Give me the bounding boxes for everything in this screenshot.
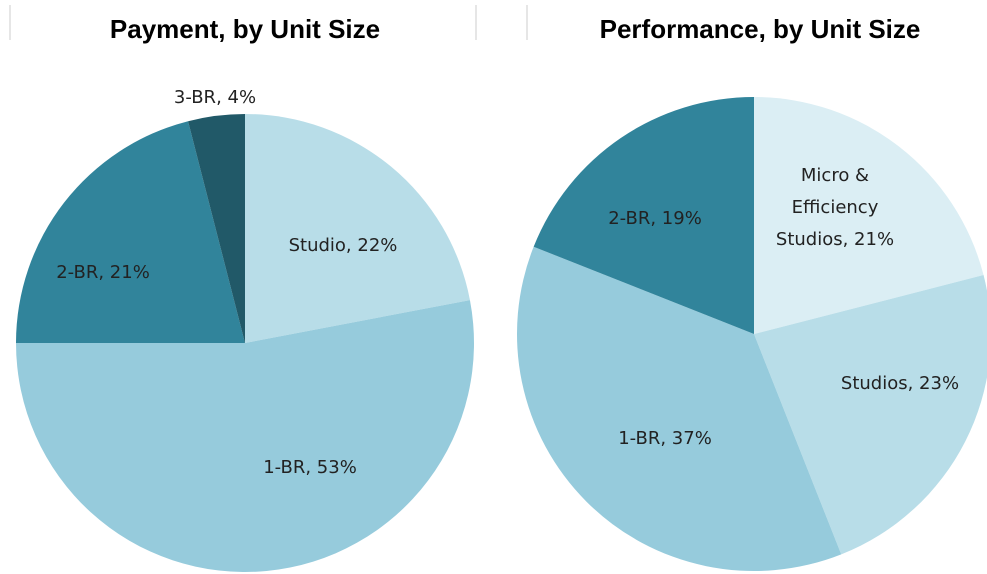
data-label: 2-BR, 19% — [608, 208, 702, 229]
pie-slice — [754, 275, 987, 555]
data-label: 1-BR, 37% — [618, 428, 712, 449]
pie-slice — [533, 97, 754, 334]
pie-slice — [16, 300, 475, 573]
pie-slice — [516, 246, 842, 571]
data-label: Micro & Efficiency Studios, 21% — [776, 165, 894, 250]
data-label: 1-BR, 53% — [263, 457, 357, 478]
data-label-line: Efficiency — [792, 197, 879, 218]
chart-title: Payment, by Unit Size — [110, 14, 380, 44]
data-label: Studio, 22% — [289, 235, 398, 256]
chart-title: Performance, by Unit Size — [600, 14, 921, 44]
data-label: 2-BR, 21% — [56, 262, 150, 283]
data-label-line: Studios, 21% — [776, 229, 894, 250]
data-label: Studios, 23% — [841, 373, 959, 394]
pie-slice — [188, 114, 245, 343]
pie-slice — [245, 114, 470, 343]
data-label-line: Micro & — [801, 165, 869, 186]
data-label: 3-BR, 4% — [174, 87, 256, 108]
pie-slice — [754, 97, 984, 334]
pie-slice — [16, 121, 245, 343]
